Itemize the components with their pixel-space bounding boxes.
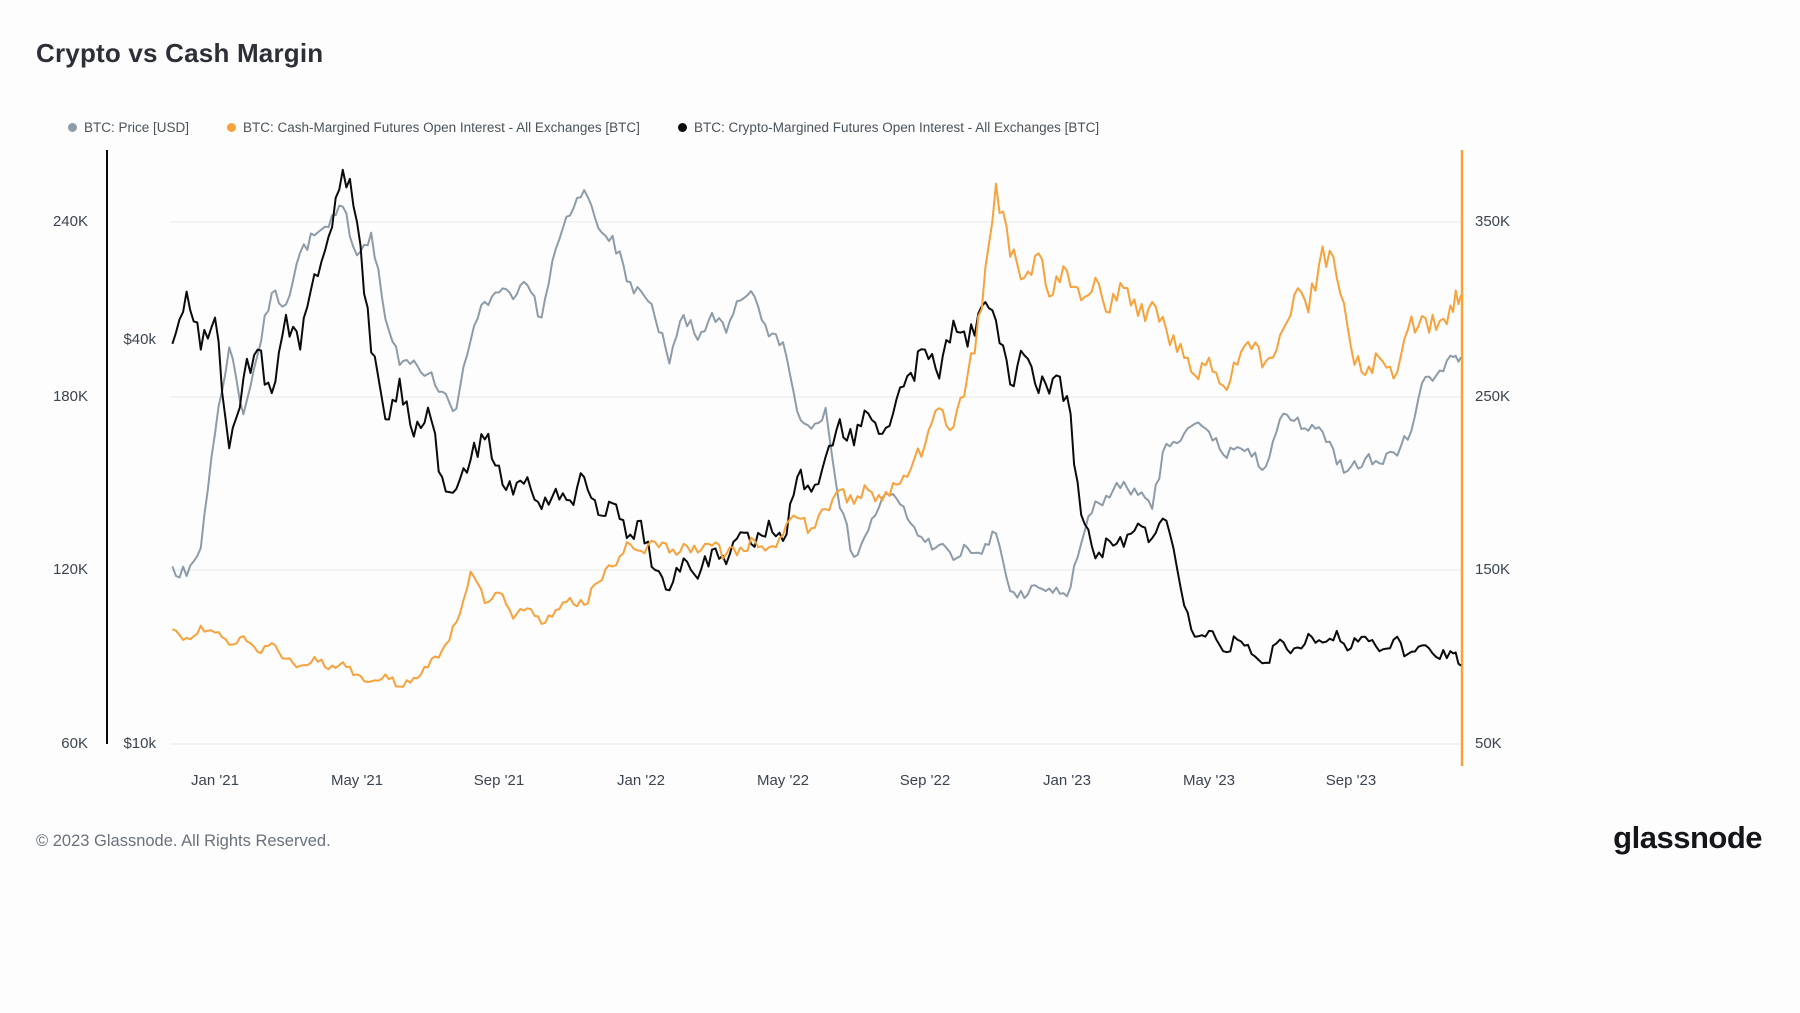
copyright-text: © 2023 Glassnode. All Rights Reserved. xyxy=(36,832,331,850)
legend-label-crypto-oi: BTC: Crypto-Margined Futures Open Intere… xyxy=(693,120,1100,135)
y-axis-label-right-oi: 350K xyxy=(1475,213,1511,230)
legend-item-crypto-oi[interactable]: BTC: Crypto-Margined Futures Open Intere… xyxy=(677,120,1100,135)
y-axis-label-right-oi: 150K xyxy=(1475,561,1511,578)
x-axis-label: Jan '21 xyxy=(191,772,239,789)
legend-item-cash-oi[interactable]: BTC: Cash-Margined Futures Open Interest… xyxy=(227,120,640,135)
legend-dot-price-icon xyxy=(68,123,77,132)
series-layer xyxy=(171,168,1462,688)
y-axis-label-left-oi: 120K xyxy=(52,561,88,578)
y-axis-label-left-oi: 240K xyxy=(52,213,88,230)
cash-oi-line xyxy=(172,182,1462,688)
y-axis-label-left-oi: 180K xyxy=(52,388,88,405)
x-axis-label: May '22 xyxy=(756,772,810,789)
y-axis-label-left-oi: 60K xyxy=(61,735,88,752)
legend: BTC: Price [USD] BTC: Cash-Margined Futu… xyxy=(68,120,1099,135)
y-axis-label-price: $40k xyxy=(123,331,156,348)
x-axis-label: May '21 xyxy=(330,772,384,789)
price-line xyxy=(171,189,1462,600)
x-axis-label: Sep '22 xyxy=(899,772,951,789)
gridlines xyxy=(170,221,1462,745)
x-axis-label: Sep '21 xyxy=(473,772,525,789)
legend-dot-cash-oi-icon xyxy=(227,123,237,132)
legend-dot-crypto-oi-icon xyxy=(677,123,687,132)
x-axis-label: Jan '23 xyxy=(1043,772,1091,789)
page-title: Crypto vs Cash Margin xyxy=(36,38,324,68)
y-axis-label-right-oi: 250K xyxy=(1475,388,1511,405)
y-axis-label-price: $10k xyxy=(123,735,156,752)
y-axis-label-right-oi: 50K xyxy=(1475,735,1502,752)
legend-label-price: BTC: Price [USD] xyxy=(84,120,190,135)
x-axis-label: Sep '23 xyxy=(1325,772,1377,789)
glassnode-logo: glassnode xyxy=(1613,820,1762,855)
x-axis-label: May '23 xyxy=(1182,772,1236,789)
legend-label-cash-oi: BTC: Cash-Margined Futures Open Interest… xyxy=(243,120,640,135)
legend-item-price[interactable]: BTC: Price [USD] xyxy=(68,120,189,135)
crypto-oi-line xyxy=(171,168,1462,667)
x-axis-label: Jan '22 xyxy=(617,772,665,789)
